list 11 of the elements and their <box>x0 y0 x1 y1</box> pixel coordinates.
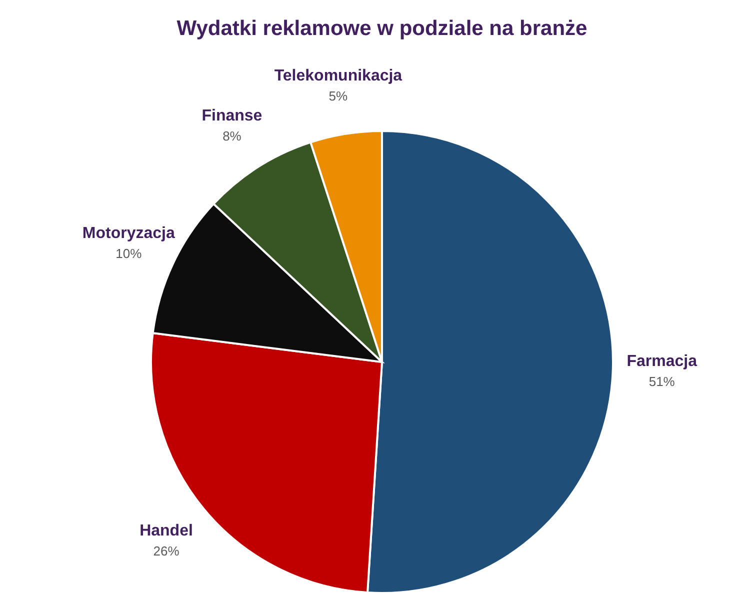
data-label: 26% <box>153 543 180 558</box>
data-label: 10% <box>116 246 142 261</box>
data-label: 51% <box>648 374 676 389</box>
slice-label: Telekomunikacja <box>274 67 402 84</box>
slice-label: Motoryzacja <box>82 224 175 242</box>
slice-label: Handel <box>140 522 193 540</box>
chart-title: Wydatki reklamowe w podziale na branże <box>176 17 588 40</box>
data-label: 5% <box>328 88 348 104</box>
slice-label: Finanse <box>202 108 262 125</box>
slice-label: Farmacja <box>626 352 698 370</box>
data-label: 8% <box>222 128 242 144</box>
